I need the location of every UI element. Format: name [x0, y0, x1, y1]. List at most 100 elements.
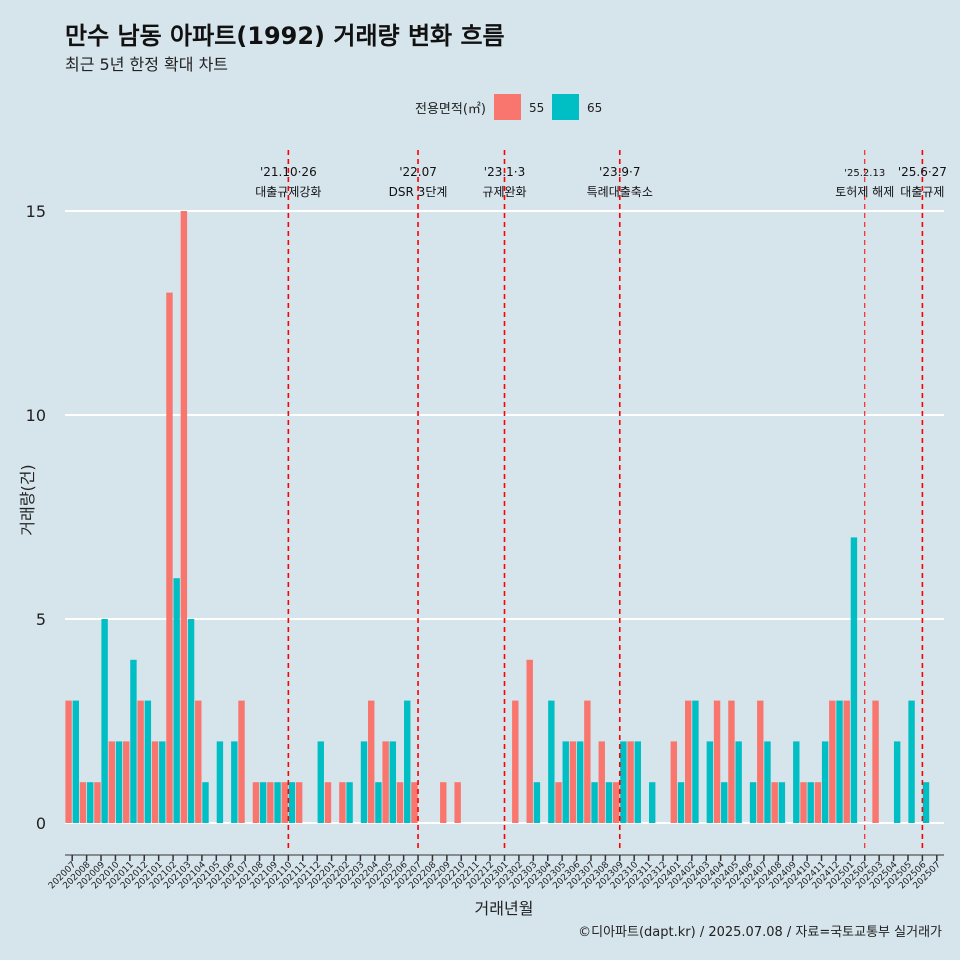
chart-title: 만수 남동 아파트(1992) 거래량 변화 흐름: [65, 22, 505, 50]
bar-65-202409: [793, 741, 800, 823]
bar-65-202307: [591, 782, 598, 823]
bar-65-202011: [130, 659, 137, 823]
bar-65-202304: [548, 700, 555, 823]
bar-55-202009: [94, 782, 101, 823]
bar-55-202008: [79, 782, 87, 823]
bar-55-202308: [598, 741, 605, 823]
y-axis-label: 거래량(건): [18, 464, 37, 535]
bar-65-202404: [721, 782, 728, 823]
bar-65-202403: [706, 741, 714, 823]
bar-55-202501: [843, 700, 850, 823]
y-tick-label-10: 10: [26, 406, 46, 425]
caption: ©디아파트(dapt.kr) / 2025.07.08 / 자료=국토교통부 실…: [578, 925, 942, 940]
bar-55-202401: [670, 741, 678, 823]
event-label-202506: 대출규제: [900, 185, 944, 199]
bar-55-202303: [526, 659, 533, 823]
bar-55-202108: [252, 782, 260, 823]
legend-swatch-65: [552, 94, 579, 120]
event-label-202309: 특례대출축소: [587, 185, 653, 199]
chart-subtitle: 최근 5년 한정 확대 차트: [65, 55, 228, 74]
bar-65-202012: [144, 700, 152, 823]
bar-55-202209: [440, 782, 447, 823]
bar-55-202011: [123, 741, 130, 823]
bar-55-202111: [295, 782, 303, 823]
bar-65-202009: [101, 619, 108, 823]
y-tick-label-15: 15: [26, 202, 46, 221]
bar-55-202310: [627, 741, 634, 823]
event-date-202110: '21.10·26: [260, 165, 317, 179]
bar-65-202402: [692, 700, 699, 823]
bar-65-202203: [360, 741, 368, 823]
bars: [65, 211, 930, 824]
event-label-202110: 대출규제강화: [255, 185, 321, 199]
event-date-202207: '22.07: [399, 165, 437, 179]
bar-65-202108: [259, 782, 267, 823]
bar-65-202202: [346, 782, 353, 823]
bar-55-202204: [368, 700, 375, 823]
bar-65-202101: [159, 741, 166, 823]
event-label-202502: 토허제 해제: [835, 185, 894, 199]
bar-65-202112: [317, 741, 324, 823]
bar-55-202305: [555, 782, 562, 823]
bar-55-202007: [65, 700, 72, 823]
bar-65-202501: [850, 537, 858, 823]
bar-55-202408: [771, 782, 778, 823]
bar-65-202401: [677, 782, 685, 823]
event-label-202301: 규제완화: [482, 185, 526, 199]
bar-55-202207: [411, 782, 418, 823]
bar-55-202309: [612, 782, 620, 823]
bar-55-202412: [829, 700, 836, 823]
bar-55-202404: [713, 700, 721, 823]
bar-65-202010: [115, 741, 123, 823]
bar-65-202110: [288, 782, 296, 823]
bar-65-202007: [72, 700, 80, 823]
bar-65-202306: [576, 741, 584, 823]
bar-55-202104: [195, 700, 202, 823]
bar-55-202405: [728, 700, 735, 823]
bar-65-202406: [749, 782, 757, 823]
bar-55-202109: [267, 782, 274, 823]
event-markers: '21.10·26 대출규제강화 '22.07 DSR 3단계 '23.1·3 규제완화 '…: [255, 150, 947, 852]
bar-65-202308: [605, 782, 613, 823]
bar-65-202505: [908, 700, 915, 823]
bar-65-202504: [893, 741, 901, 823]
bar-65-202405: [735, 741, 742, 823]
bar-65-202206: [404, 700, 411, 823]
bar-65-202106: [231, 741, 238, 823]
bar-55-202407: [757, 700, 764, 823]
bar-65-202309: [620, 741, 627, 823]
legend-swatch-55: [494, 94, 521, 120]
bar-65-202410: [807, 782, 814, 823]
event-date-202506: '25.6·27: [898, 165, 947, 179]
bar-65-202204: [375, 782, 382, 823]
bar-55-202010: [108, 741, 116, 823]
bar-55-202103: [180, 211, 188, 823]
event-date-202309: '23.9·7: [599, 165, 640, 179]
bar-65-202305: [562, 741, 569, 823]
event-date-202502: '25.2.13: [844, 168, 885, 179]
legend: 전용면적(㎡) 55 65: [415, 94, 602, 120]
bar-65-202310: [634, 741, 641, 823]
event-label-202207: DSR 3단계: [389, 185, 448, 199]
bar-55-202410: [800, 782, 807, 823]
bar-65-202411: [821, 741, 829, 823]
event-date-202301: '23.1·3: [484, 165, 525, 179]
bar-55-202307: [584, 700, 591, 823]
bar-65-202102: [173, 578, 180, 823]
bar-55-202102: [166, 292, 173, 824]
x-axis-label: 거래년월: [475, 899, 534, 918]
legend-label-55: 55: [529, 101, 544, 115]
bar-55-202402: [685, 700, 692, 823]
bar-55-202201: [324, 782, 332, 823]
bar-55-202101: [151, 741, 159, 823]
bar-65-202105: [216, 741, 224, 823]
bar-65-202109: [274, 782, 281, 823]
bar-55-202411: [814, 782, 822, 823]
legend-title: 전용면적(㎡): [415, 102, 486, 117]
bar-55-202206: [396, 782, 404, 823]
bar-65-202205: [389, 741, 397, 823]
bar-65-202506: [922, 782, 930, 823]
bar-55-202306: [569, 741, 577, 823]
bar-55-202012: [137, 700, 144, 823]
